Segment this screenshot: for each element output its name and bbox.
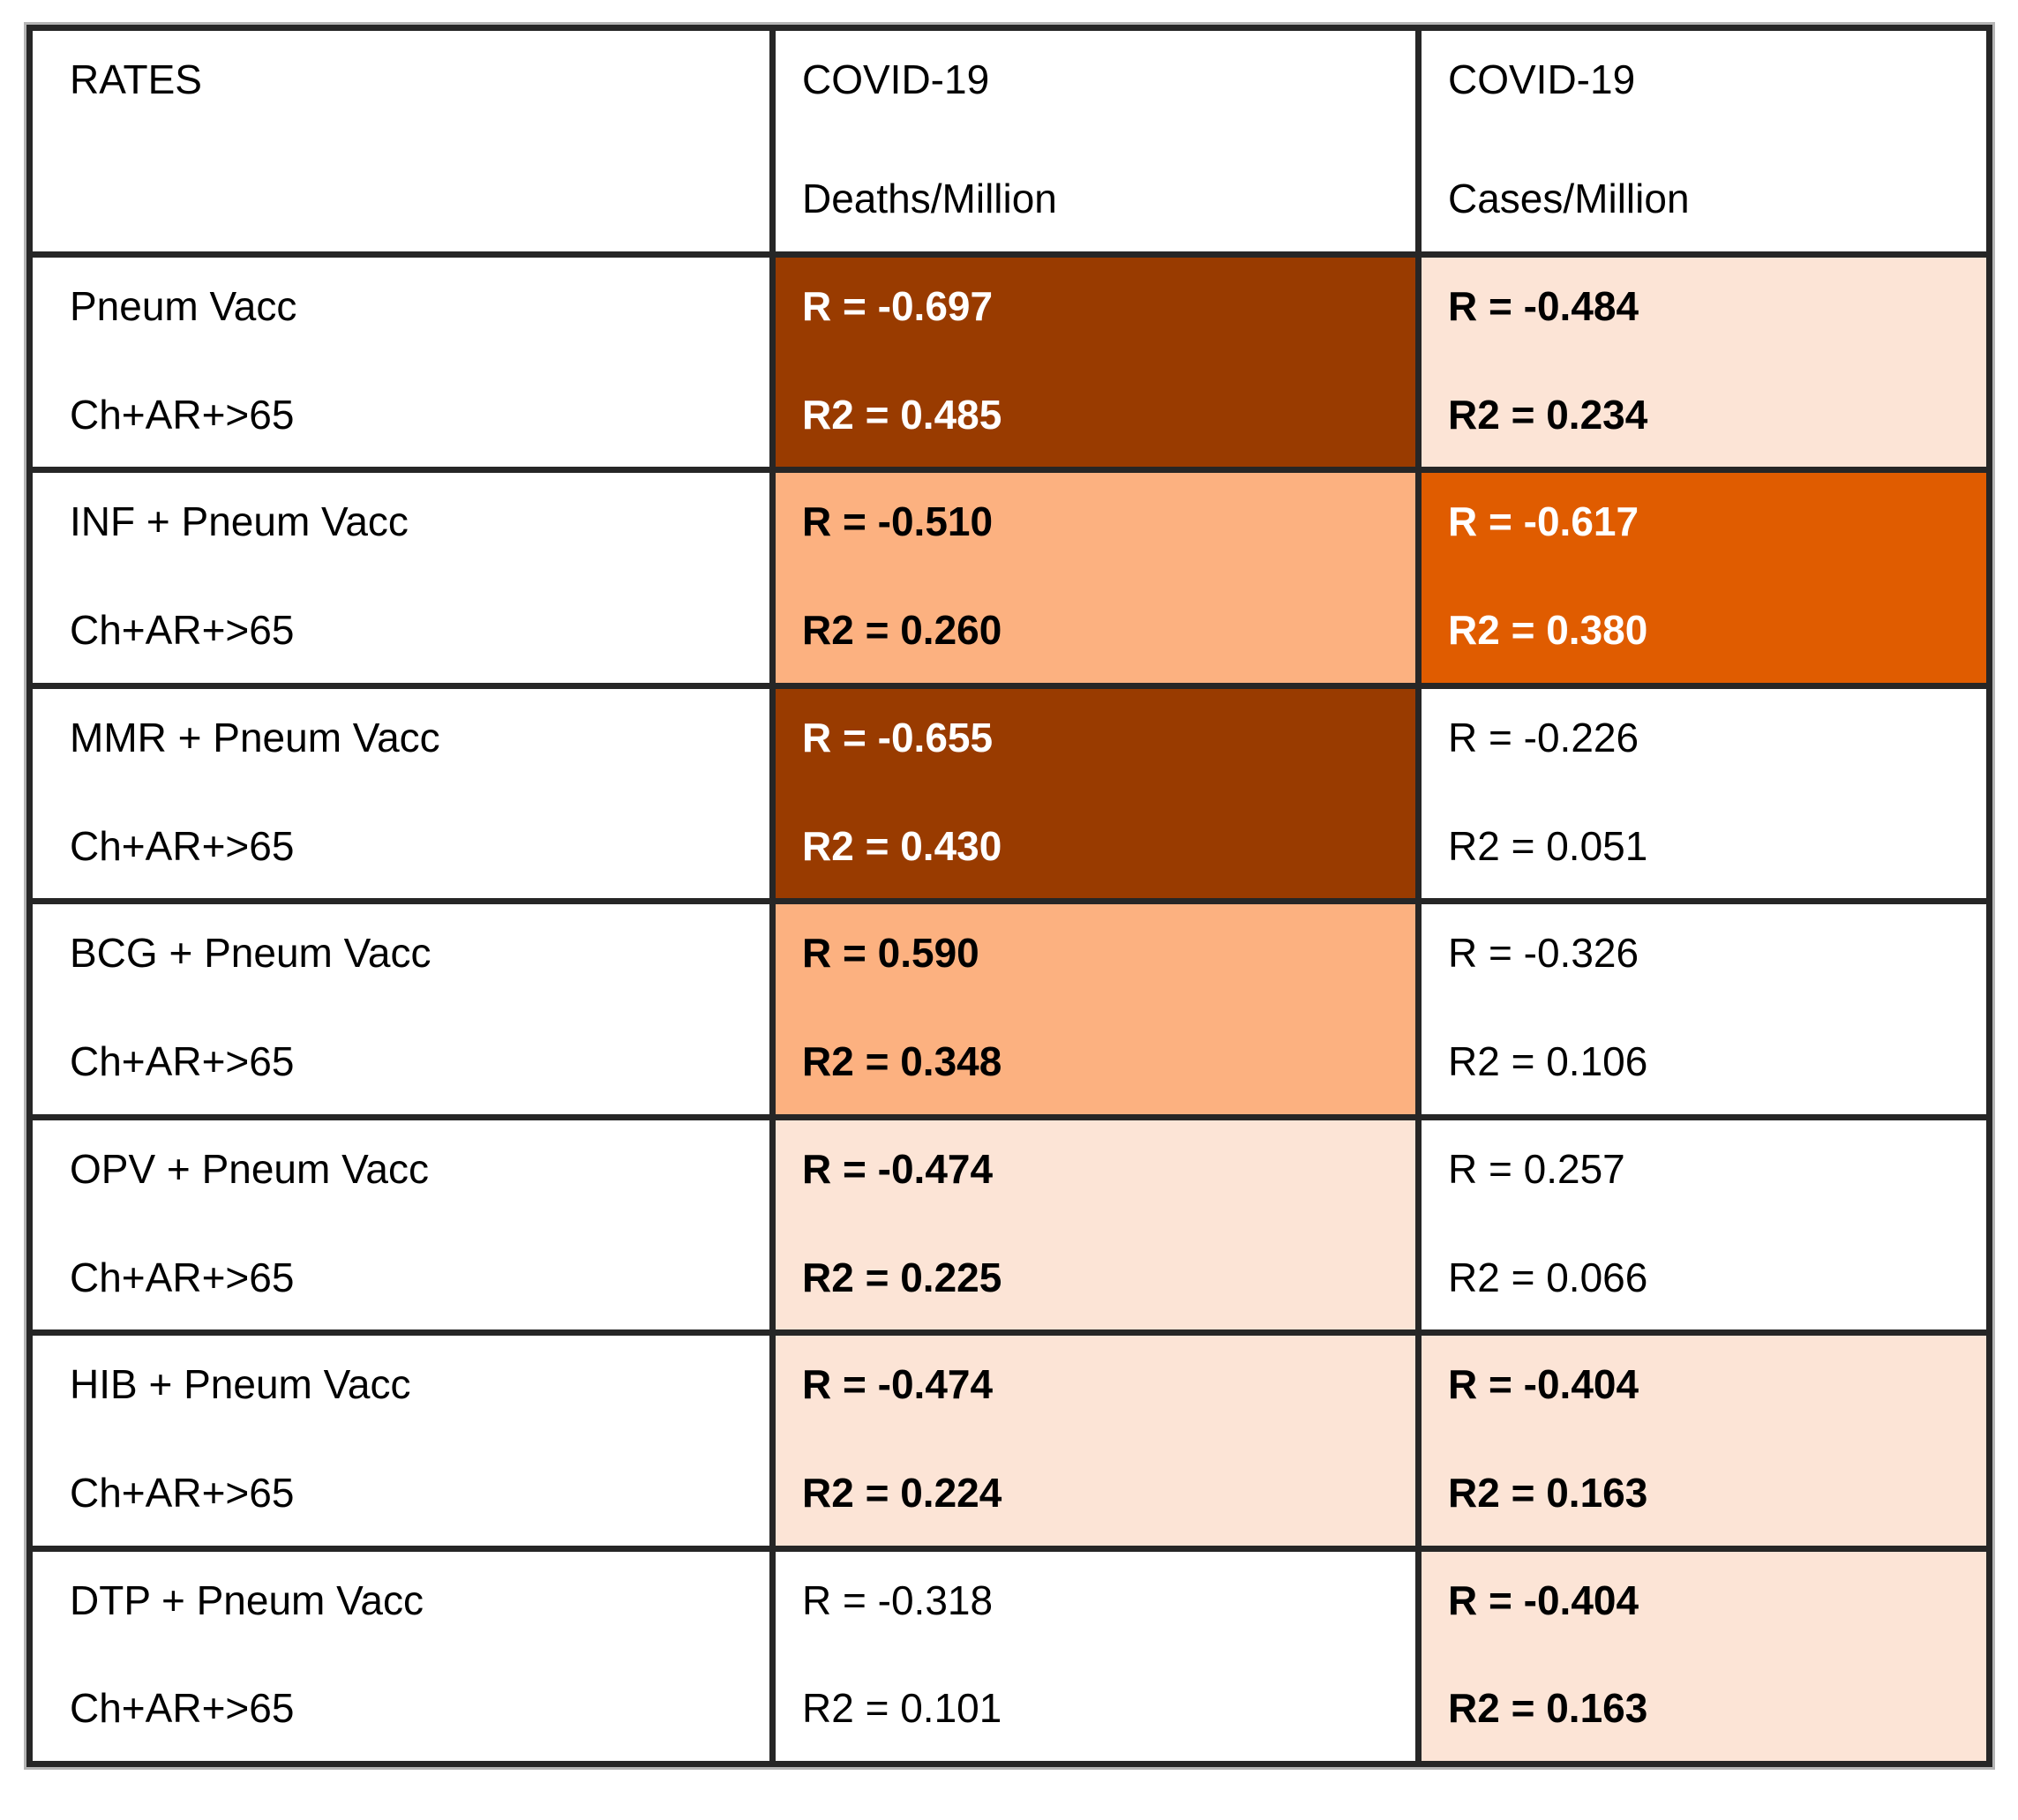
r-value: R = -0.510 [802, 498, 994, 545]
cases-cell: R = 0.257 R2 = 0.066 [1422, 1120, 1986, 1330]
r-value: R = -0.697 [802, 283, 994, 329]
deaths-cell: R = -0.474 R2 = 0.224 [776, 1336, 1415, 1546]
r2-value: R2 = 0.163 [1448, 1469, 1648, 1516]
r-value: R = -0.404 [1448, 1361, 1639, 1408]
r2-value: R2 = 0.485 [802, 391, 1002, 438]
r2-value: R2 = 0.225 [802, 1254, 1002, 1300]
row-label-line2: Ch+AR+>65 [70, 607, 295, 654]
r-value: R = -0.226 [1448, 714, 1639, 760]
r-value: R = -0.655 [802, 714, 994, 760]
r2-value: R2 = 0.051 [1448, 822, 1648, 869]
row-label-cell: HIB + Pneum Vacc Ch+AR+>65 [33, 1336, 769, 1546]
row-label-line1: DTP + Pneum Vacc [70, 1577, 424, 1623]
row-label-line1: BCG + Pneum Vacc [70, 930, 431, 977]
r-value: R = -0.484 [1448, 283, 1639, 329]
deaths-cell: R = 0.590 R2 = 0.348 [776, 904, 1415, 1114]
header-cases-line1: COVID-19 [1448, 56, 1636, 102]
row-label-line1: INF + Pneum Vacc [70, 498, 409, 545]
r-value: R = -0.474 [802, 1145, 994, 1192]
deaths-cell: R = -0.655 R2 = 0.430 [776, 688, 1415, 899]
row-label-line1: Pneum Vacc [70, 283, 297, 329]
header-deaths-line1: COVID-19 [802, 56, 990, 102]
header-cell-deaths: COVID-19 Deaths/Million [776, 31, 1415, 251]
row-label-line2: Ch+AR+>65 [70, 1469, 295, 1516]
r2-value: R2 = 0.260 [802, 607, 1002, 654]
header-rates-label: RATES [70, 56, 202, 102]
row-label-cell: Pneum Vacc Ch+AR+>65 [33, 258, 769, 468]
r-value: R = -0.617 [1448, 498, 1639, 545]
r2-value: R2 = 0.163 [1448, 1685, 1648, 1732]
r2-value: R2 = 0.101 [802, 1685, 1002, 1732]
row-label-line2: Ch+AR+>65 [70, 391, 295, 438]
row-label-line2: Ch+AR+>65 [70, 1685, 295, 1732]
deaths-cell: R = -0.697 R2 = 0.485 [776, 258, 1415, 468]
r-value: R = 0.590 [802, 930, 979, 977]
cases-cell: R = -0.404 R2 = 0.163 [1422, 1551, 1986, 1761]
row-label-line2: Ch+AR+>65 [70, 822, 295, 869]
row-label-line2: Ch+AR+>65 [70, 1038, 295, 1085]
r-value: R = -0.318 [802, 1577, 994, 1623]
r2-value: R2 = 0.106 [1448, 1038, 1648, 1085]
correlation-table: RATES COVID-19 Deaths/Million COVID-19 C… [26, 25, 1992, 1767]
cases-cell: R = -0.484 R2 = 0.234 [1422, 258, 1986, 468]
deaths-cell: R = -0.474 R2 = 0.225 [776, 1120, 1415, 1330]
r2-value: R2 = 0.430 [802, 822, 1002, 869]
header-cases-line2: Cases/Million [1448, 176, 1690, 222]
row-label-cell: INF + Pneum Vacc Ch+AR+>65 [33, 473, 769, 683]
cases-cell: R = -0.226 R2 = 0.051 [1422, 688, 1986, 899]
r-value: R = -0.326 [1448, 930, 1639, 977]
row-label-line2: Ch+AR+>65 [70, 1254, 295, 1300]
deaths-cell: R = -0.318 R2 = 0.101 [776, 1551, 1415, 1761]
cases-cell: R = -0.617 R2 = 0.380 [1422, 473, 1986, 683]
r-value: R = -0.404 [1448, 1577, 1639, 1623]
cases-cell: R = -0.326 R2 = 0.106 [1422, 904, 1986, 1114]
cases-cell: R = -0.404 R2 = 0.163 [1422, 1336, 1986, 1546]
row-label-cell: OPV + Pneum Vacc Ch+AR+>65 [33, 1120, 769, 1330]
r2-value: R2 = 0.066 [1448, 1254, 1648, 1300]
r2-value: R2 = 0.224 [802, 1469, 1002, 1516]
r2-value: R2 = 0.380 [1448, 607, 1648, 654]
r2-value: R2 = 0.348 [802, 1038, 1002, 1085]
header-cell-rates: RATES [33, 31, 769, 251]
r2-value: R2 = 0.234 [1448, 391, 1648, 438]
row-label-line1: OPV + Pneum Vacc [70, 1145, 429, 1192]
r-value: R = 0.257 [1448, 1145, 1625, 1192]
deaths-cell: R = -0.510 R2 = 0.260 [776, 473, 1415, 683]
row-label-line1: HIB + Pneum Vacc [70, 1361, 411, 1408]
row-label-cell: DTP + Pneum Vacc Ch+AR+>65 [33, 1551, 769, 1761]
row-label-cell: BCG + Pneum Vacc Ch+AR+>65 [33, 904, 769, 1114]
row-label-line1: MMR + Pneum Vacc [70, 714, 440, 760]
row-label-cell: MMR + Pneum Vacc Ch+AR+>65 [33, 688, 769, 899]
header-cell-cases: COVID-19 Cases/Million [1422, 31, 1986, 251]
header-deaths-line2: Deaths/Million [802, 176, 1057, 222]
r-value: R = -0.474 [802, 1361, 994, 1408]
